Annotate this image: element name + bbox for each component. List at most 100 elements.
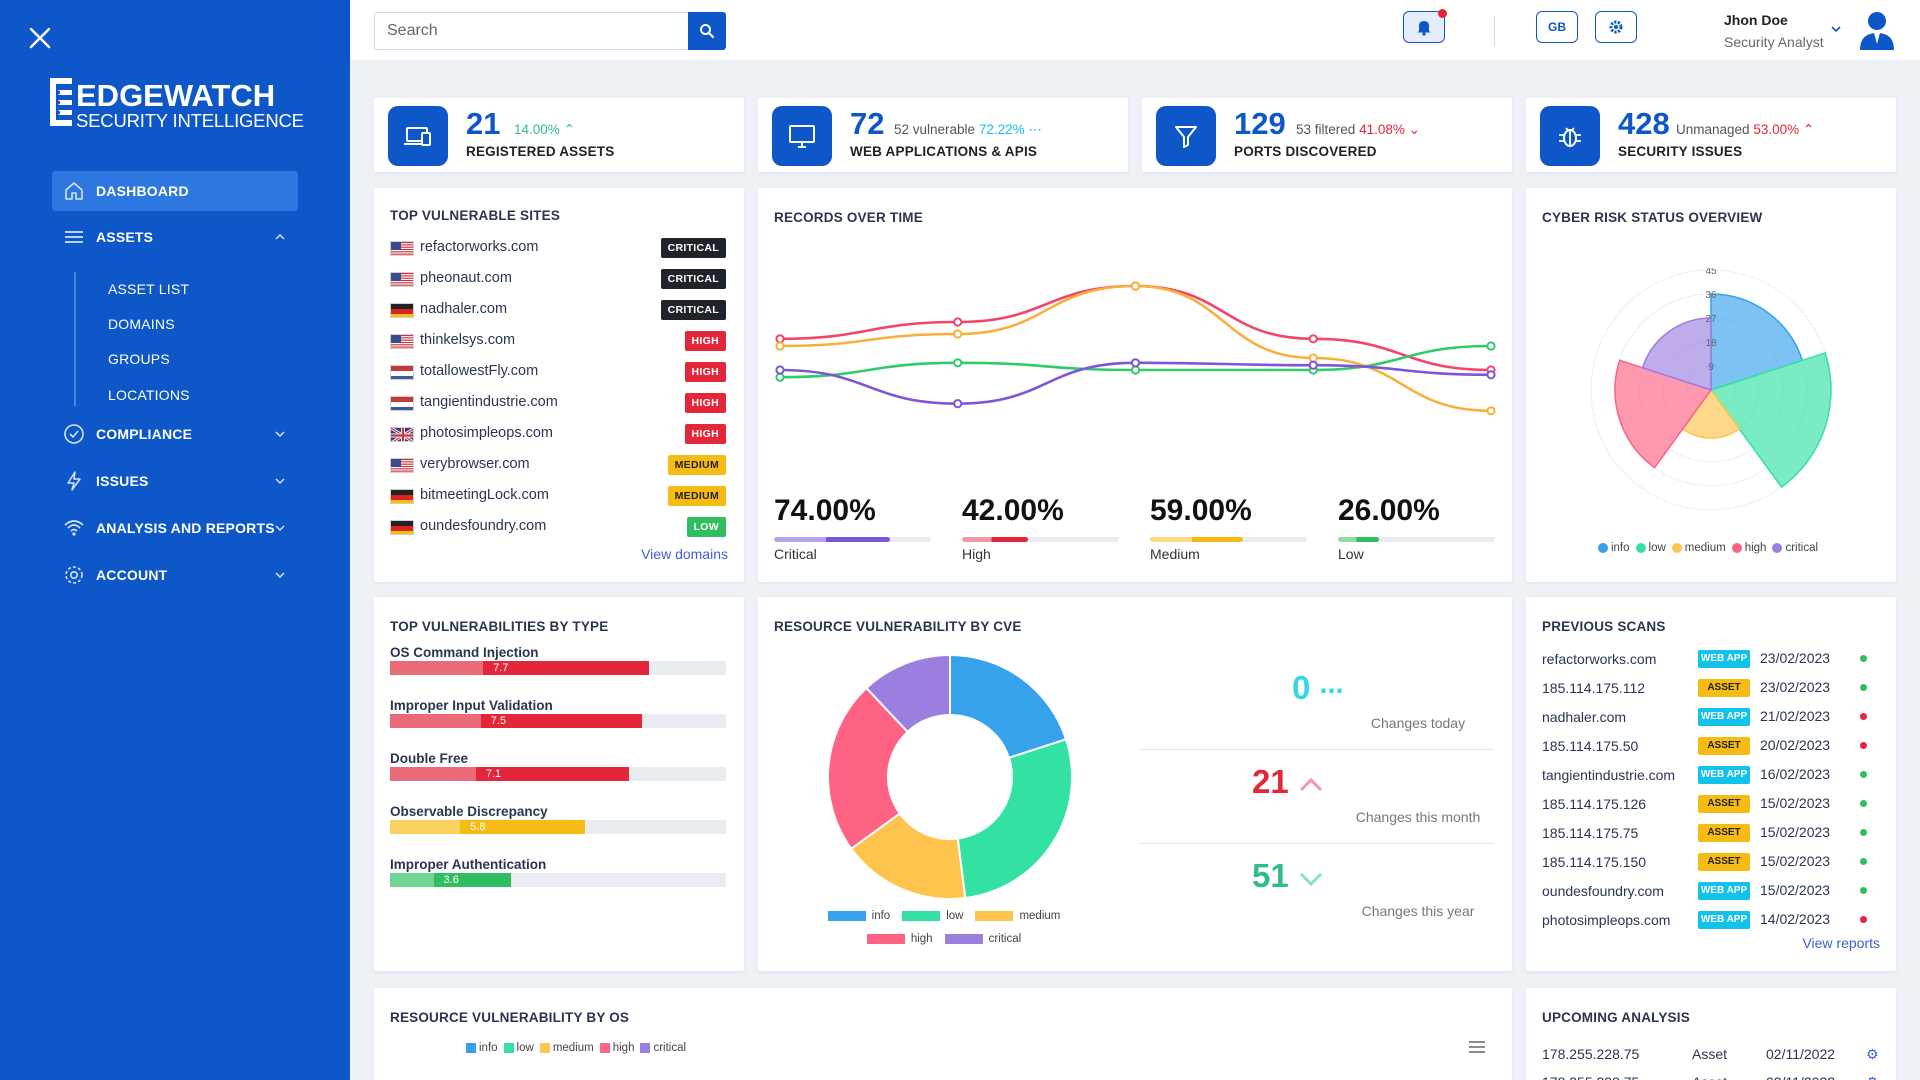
scan-row[interactable]: nadhaler.com WEB APP 21/02/2023: [1542, 705, 1878, 729]
changes-today-label: Changes today: [1370, 715, 1466, 731]
vuln-type-track: 5.8: [390, 820, 726, 834]
stat-card-webapps[interactable]: 72 52 vulnerable 72.22% ⋯ WEB APPLICATIO…: [758, 98, 1128, 172]
scan-row[interactable]: 185.114.175.75 ASSET 15/02/2023: [1542, 821, 1878, 845]
scan-date: 23/02/2023: [1760, 650, 1831, 666]
legend-item-medium[interactable]: medium: [539, 1042, 594, 1054]
chevron-down-icon[interactable]: [1830, 22, 1842, 40]
sidebar-item-account[interactable]: ACCOUNT: [52, 555, 298, 595]
changes-month-label: Changes this month: [1355, 809, 1481, 825]
scan-row[interactable]: 185.114.175.112 ASSET 23/02/2023: [1542, 676, 1878, 700]
severity-badge: LOW: [686, 517, 726, 537]
legend-item-medium[interactable]: medium: [975, 905, 1060, 927]
user-name[interactable]: Jhon Doe: [1724, 12, 1788, 28]
divider: [1494, 16, 1495, 46]
sidebar-item-compliance[interactable]: COMPLIANCE: [52, 414, 298, 454]
settings-button[interactable]: [1595, 11, 1637, 43]
legend-item-medium[interactable]: medium: [1671, 542, 1726, 554]
scan-row[interactable]: 185.114.175.50 ASSET 20/02/2023: [1542, 734, 1878, 758]
scan-name: photosimpleops.com: [1542, 912, 1671, 928]
sidebar-item-issues[interactable]: ISSUES: [52, 461, 298, 501]
search-input[interactable]: [374, 12, 688, 50]
sidebar-item-dashboard[interactable]: DASHBOARD: [52, 171, 298, 211]
legend-item-high[interactable]: high: [866, 928, 933, 950]
legend-item-low[interactable]: low: [1635, 542, 1666, 554]
legend-item-critical[interactable]: critical: [1772, 542, 1818, 554]
legend-label: medium: [1019, 910, 1061, 922]
vuln-type-bar-light: [390, 767, 476, 781]
legend-item-info[interactable]: info: [827, 905, 890, 927]
upcoming-type: Asset: [1692, 1046, 1728, 1062]
stat-card-ports[interactable]: 129 53 filtered 41.08% ⌄ PORTS DISCOVERE…: [1142, 98, 1512, 172]
gear-icon[interactable]: ⚙: [1866, 1046, 1879, 1062]
gear-icon[interactable]: ⚙: [1866, 1074, 1879, 1080]
site-row[interactable]: photosimpleops.com HIGH: [390, 422, 726, 446]
site-row[interactable]: bitmeetingLock.com MEDIUM: [390, 484, 726, 508]
view-domains-link[interactable]: View domains: [641, 546, 728, 562]
menu-icon[interactable]: [1468, 1040, 1486, 1054]
legend-item-low[interactable]: low: [902, 905, 963, 927]
site-row[interactable]: nadhaler.com CRITICAL: [390, 298, 726, 322]
site-row[interactable]: oundesfoundry.com LOW: [390, 515, 726, 539]
vuln-type-value: 3.6: [443, 874, 459, 886]
site-row[interactable]: totallowestFly.com HIGH: [390, 360, 726, 384]
series-point: [1130, 281, 1141, 291]
legend-item-info[interactable]: info: [466, 1042, 498, 1054]
legend-swatch: [640, 1043, 651, 1053]
site-row[interactable]: pheonaut.com CRITICAL: [390, 267, 726, 291]
scan-name: refactorworks.com: [1542, 651, 1657, 667]
sidebar-item-assets[interactable]: ASSETS: [52, 217, 298, 257]
scan-row[interactable]: 185.114.175.126 ASSET 15/02/2023: [1542, 792, 1878, 816]
stat-card-assets[interactable]: 21 14.00% ⌃ REGISTERED ASSETS: [374, 98, 744, 172]
site-row[interactable]: thinkelsys.com HIGH: [390, 329, 726, 353]
brand-logo: EDGEWATCH SECURITY INTELLIGENCE: [48, 76, 308, 134]
scan-row[interactable]: oundesfoundry.com WEB APP 15/02/2023: [1542, 879, 1878, 903]
trend-up-icon: ⌃: [563, 122, 575, 137]
metric-progress-bar: [962, 537, 1119, 542]
view-reports-link[interactable]: View reports: [1802, 935, 1880, 951]
notifications-button[interactable]: [1403, 9, 1447, 43]
site-row[interactable]: tangientindustrie.com HIGH: [390, 391, 726, 415]
sidebar-subitem-domains[interactable]: DOMAINS: [108, 316, 175, 332]
flag-icon-us: [390, 334, 414, 349]
legend-label: high: [910, 933, 933, 945]
sidebar-subitem-locations[interactable]: LOCATIONS: [108, 387, 190, 403]
series-point: [953, 399, 963, 409]
avatar[interactable]: [1855, 8, 1899, 52]
sidebar-subitem-asset-list[interactable]: ASSET LIST: [108, 281, 190, 297]
vuln-type-track: 7.7: [390, 661, 726, 675]
legend-item-critical[interactable]: critical: [944, 928, 1021, 950]
bug-icon: [1540, 106, 1600, 166]
site-name: nadhaler.com: [420, 301, 508, 317]
close-icon[interactable]: [26, 24, 54, 52]
sidebar-item-analysis-reports[interactable]: ANALYSIS AND REPORTS: [52, 508, 298, 548]
upcoming-analysis-card: UPCOMING ANALYSIS 178.255.228.75 Asset 02/…: [1526, 988, 1896, 1080]
severity-badge: HIGH: [684, 393, 726, 413]
language-button[interactable]: GB: [1536, 11, 1578, 43]
metric-label: Low: [1338, 546, 1364, 562]
scan-row[interactable]: tangientindustrie.com WEB APP 16/02/2023: [1542, 763, 1878, 787]
legend-item-info[interactable]: info: [1597, 542, 1630, 554]
scan-row[interactable]: photosimpleops.com WEB APP 14/02/2023: [1542, 908, 1878, 932]
legend-item-critical[interactable]: critical: [640, 1042, 686, 1054]
legend-item-high[interactable]: high: [599, 1042, 634, 1054]
legend-item-high[interactable]: high: [1731, 542, 1766, 554]
site-row[interactable]: verybrowser.com MEDIUM: [390, 453, 726, 477]
stat-sub: 14.00% ⌃: [514, 122, 575, 138]
os-legend: info low medium high critical: [466, 1040, 692, 1058]
stat-card-issues[interactable]: 428 Unmanaged 53.00% ⌃ SECURITY ISSUES: [1526, 98, 1896, 172]
vuln-type-label: Observable Discrepancy: [390, 804, 548, 819]
status-dot: [1860, 713, 1867, 720]
status-dot: [1860, 684, 1867, 691]
scan-row[interactable]: 185.114.175.150 ASSET 15/02/2023: [1542, 850, 1878, 874]
scan-row[interactable]: refactorworks.com WEB APP 23/02/2023: [1542, 647, 1878, 671]
radar-tick-label: 36: [1705, 290, 1717, 301]
top-vulnerable-sites-card: TOP VULNERABLE SITES refactorworks.com CR…: [374, 188, 744, 582]
legend-item-low[interactable]: low: [503, 1042, 534, 1054]
stat-extra: 53 filtered: [1296, 122, 1356, 137]
search-button[interactable]: [688, 12, 726, 50]
vuln-type-track: 7.5: [390, 714, 726, 728]
site-row[interactable]: refactorworks.com CRITICAL: [390, 236, 726, 260]
site-name: bitmeetingLock.com: [420, 487, 549, 503]
sidebar-subitem-groups[interactable]: GROUPS: [108, 351, 170, 367]
sidebar-item-label: ANALYSIS AND REPORTS: [96, 520, 275, 536]
